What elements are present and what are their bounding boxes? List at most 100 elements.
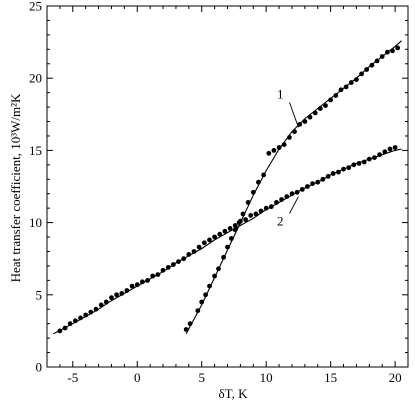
series-2-point	[315, 179, 321, 185]
series-1-point	[183, 327, 189, 332]
series-1-point	[343, 84, 349, 90]
series-1-point	[187, 321, 193, 327]
x-tick-label: 15	[324, 370, 337, 385]
series-2-point	[207, 237, 212, 243]
series-2-point	[253, 211, 259, 217]
x-tick-label: 5	[198, 370, 205, 385]
series-2-point	[212, 234, 218, 240]
series-1-point	[203, 292, 209, 298]
series-2-point	[284, 194, 290, 200]
series-1-point	[292, 129, 297, 135]
series-2-leader	[289, 196, 299, 214]
series-1-point	[348, 80, 354, 85]
series-2-point	[372, 155, 377, 161]
series-2-point	[93, 306, 99, 312]
series-1-point	[207, 283, 212, 289]
series-2-point	[387, 146, 393, 152]
series-2-point	[377, 152, 382, 158]
series-1-point	[229, 236, 234, 241]
series-1-point	[281, 142, 287, 148]
y-tick-label: 15	[29, 143, 42, 158]
series-1-point	[199, 299, 205, 305]
plot-frame	[46, 5, 409, 368]
series-1-point	[307, 114, 313, 120]
series-2-point	[140, 279, 145, 285]
series-2-point	[186, 252, 192, 257]
series-1-point	[261, 172, 266, 178]
series-2-point	[129, 283, 135, 289]
x-tick-label: 10	[260, 370, 273, 385]
series-1-point	[225, 244, 230, 250]
series-2-point	[222, 228, 228, 234]
series-1-point	[385, 49, 390, 55]
series-1-point	[312, 110, 318, 116]
series-2-point	[160, 267, 166, 273]
series-1-point	[245, 200, 251, 205]
series-2-point	[294, 189, 300, 195]
data-points	[57, 45, 401, 334]
series-1-point	[374, 58, 380, 64]
series-2-label: 2	[277, 213, 284, 228]
series-1-point	[323, 103, 328, 108]
series-2-point	[320, 176, 326, 182]
series-2-point	[191, 249, 197, 254]
series-1-point	[240, 211, 246, 217]
y-axis-title: Heat transfer coefficient, 10³W/m²K	[8, 93, 23, 282]
series-1-point	[216, 266, 221, 272]
series-2-point	[325, 174, 331, 179]
series-2-point	[181, 256, 187, 262]
series-1-point	[195, 308, 201, 314]
series-2-point	[62, 325, 68, 331]
series-2-point	[171, 262, 176, 267]
series-2-point	[119, 291, 125, 296]
series-1-point	[338, 87, 344, 93]
series-2-point	[366, 156, 372, 162]
series-1-point	[297, 122, 303, 127]
series-2-point	[150, 273, 156, 279]
y-tick-label: 20	[29, 71, 42, 86]
series-1-point	[364, 67, 370, 72]
series-2-point	[330, 171, 336, 176]
series-1-point	[390, 48, 395, 54]
series-2-point	[134, 282, 140, 288]
series-2-curve	[53, 148, 402, 335]
series-2-point	[392, 145, 398, 150]
series-2-point	[98, 302, 104, 308]
series-2-point	[274, 200, 279, 205]
series-1-point	[333, 93, 339, 98]
series-2-point	[103, 299, 109, 305]
series-1-point	[276, 145, 282, 150]
series-2-point	[248, 213, 254, 218]
x-tick-label: -5	[67, 370, 78, 385]
series-1-point	[287, 135, 292, 140]
series-2-point	[109, 295, 114, 301]
fit-curves	[53, 40, 402, 335]
y-tick-label: 25	[29, 0, 42, 14]
series-2-point	[196, 244, 202, 250]
series-1-point	[359, 71, 364, 77]
series-2-point	[67, 321, 73, 327]
y-tick-label: 10	[29, 215, 42, 230]
series-1-point	[250, 189, 256, 195]
series-1-point	[256, 179, 261, 185]
series-2-point	[263, 205, 269, 211]
series-2-point	[305, 184, 310, 189]
series-1-point	[221, 254, 227, 260]
series-2-point	[310, 181, 315, 187]
series-2-point	[382, 149, 388, 155]
series-2-point	[73, 318, 78, 324]
curve-annotations: 12	[277, 86, 299, 228]
series-2-point	[243, 217, 249, 223]
series-1-label: 1	[277, 86, 284, 101]
series-1-point	[271, 148, 277, 153]
series-2-point	[155, 272, 161, 277]
series-2-point	[176, 259, 181, 264]
series-2-point	[217, 231, 223, 237]
series-1-point	[317, 106, 323, 111]
series-2-point	[88, 309, 94, 315]
series-1-point	[379, 54, 385, 59]
y-tick-label: 0	[36, 360, 43, 375]
y-tick-label: 5	[36, 287, 43, 302]
series-2-point	[341, 166, 346, 172]
